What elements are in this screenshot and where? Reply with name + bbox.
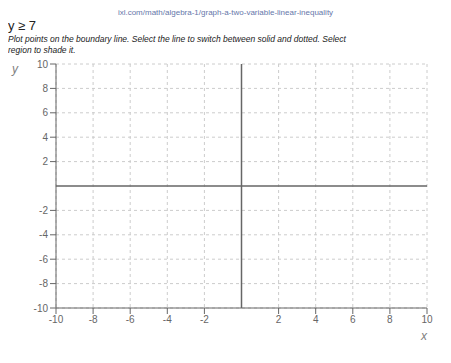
- svg-text:10: 10: [421, 314, 433, 325]
- svg-text:-8: -8: [39, 278, 48, 289]
- svg-text:-6: -6: [39, 254, 48, 265]
- html-text:Plot points on the boundary li: Plot points on the boundary line. Select…: [8, 34, 346, 44]
- svg-text:2: 2: [42, 156, 48, 167]
- svg-text:x: x: [420, 329, 428, 343]
- svg-text:2: 2: [276, 314, 282, 325]
- svg-text:-4: -4: [163, 314, 172, 325]
- svg-text:10: 10: [37, 59, 49, 70]
- html-text:ixl.com/math/algebra-1/graph-a: ixl.com/math/algebra-1/graph-a-two-varia…: [117, 8, 334, 17]
- svg-text:8: 8: [387, 314, 393, 325]
- html-text:region to shade it.: region to shade it.: [8, 45, 76, 55]
- html-text:y ≥ 7: y ≥ 7: [8, 18, 37, 33]
- svg-text:8: 8: [42, 83, 48, 94]
- svg-text:-10: -10: [34, 303, 49, 314]
- svg-text:-8: -8: [89, 314, 98, 325]
- svg-text:4: 4: [42, 132, 48, 143]
- svg-text:-10: -10: [49, 314, 64, 325]
- svg-text:-2: -2: [200, 314, 209, 325]
- svg-text:-6: -6: [126, 314, 135, 325]
- svg-text:4: 4: [313, 314, 319, 325]
- svg-text:6: 6: [42, 107, 48, 118]
- svg-text:-4: -4: [39, 229, 48, 240]
- svg-text:6: 6: [350, 314, 356, 325]
- svg-text:y: y: [11, 62, 19, 76]
- svg-text:-2: -2: [39, 205, 48, 216]
